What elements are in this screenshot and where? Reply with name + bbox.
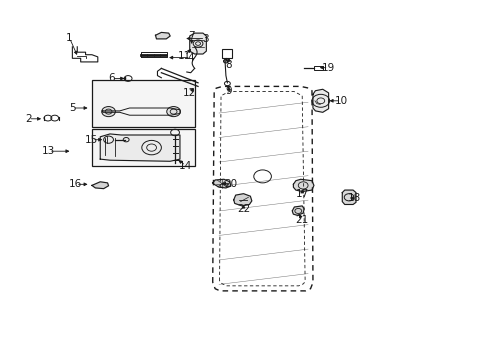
Text: 4: 4 bbox=[187, 53, 194, 63]
Text: 13: 13 bbox=[42, 146, 56, 156]
Polygon shape bbox=[155, 32, 170, 39]
Text: 16: 16 bbox=[69, 179, 82, 189]
Text: 7: 7 bbox=[188, 31, 195, 41]
Polygon shape bbox=[342, 190, 355, 204]
Polygon shape bbox=[292, 206, 304, 215]
Text: 5: 5 bbox=[69, 103, 76, 113]
Text: 6: 6 bbox=[108, 73, 115, 84]
Text: 9: 9 bbox=[225, 86, 232, 96]
Polygon shape bbox=[189, 33, 206, 54]
Circle shape bbox=[166, 107, 180, 117]
Polygon shape bbox=[293, 179, 313, 192]
Polygon shape bbox=[233, 194, 251, 206]
Text: 21: 21 bbox=[295, 215, 308, 225]
Polygon shape bbox=[312, 89, 328, 112]
Text: 11: 11 bbox=[178, 51, 191, 61]
Text: 10: 10 bbox=[334, 96, 347, 106]
Text: 22: 22 bbox=[236, 204, 250, 214]
Bar bbox=[92, 80, 194, 127]
Text: 18: 18 bbox=[347, 193, 361, 203]
Text: 14: 14 bbox=[179, 161, 192, 171]
Text: 20: 20 bbox=[224, 179, 237, 189]
Text: 19: 19 bbox=[321, 63, 335, 73]
Bar bbox=[92, 129, 194, 166]
Bar bbox=[313, 66, 322, 70]
Polygon shape bbox=[212, 179, 230, 188]
Text: 3: 3 bbox=[202, 33, 208, 44]
Circle shape bbox=[102, 107, 115, 117]
Polygon shape bbox=[100, 134, 180, 161]
Text: 1: 1 bbox=[66, 33, 73, 43]
Text: 12: 12 bbox=[183, 88, 196, 98]
Text: 8: 8 bbox=[225, 60, 232, 70]
Polygon shape bbox=[92, 182, 108, 189]
Text: 2: 2 bbox=[25, 114, 32, 124]
Bar bbox=[222, 49, 232, 58]
Text: 15: 15 bbox=[85, 135, 99, 145]
Circle shape bbox=[223, 59, 228, 63]
Text: 17: 17 bbox=[295, 189, 308, 199]
